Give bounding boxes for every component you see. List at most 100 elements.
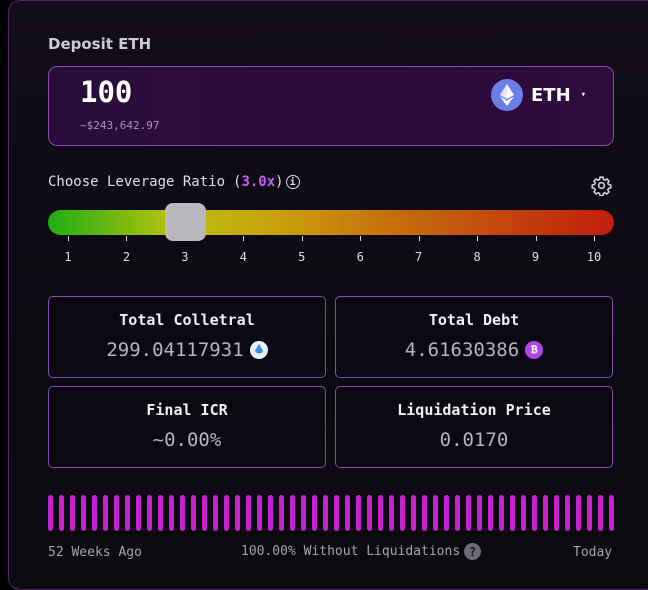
ethereum-icon bbox=[491, 79, 523, 111]
history-week-bar bbox=[323, 495, 328, 531]
history-week-bar bbox=[455, 495, 460, 531]
leverage-tick-label: 3 bbox=[181, 250, 189, 264]
liquidation-price-value: 0.0170 bbox=[439, 429, 509, 451]
history-week-bar bbox=[136, 495, 141, 531]
history-week-bar bbox=[147, 495, 152, 531]
final-icr-value-row: ~0.00% bbox=[49, 429, 325, 451]
leverage-tick-label: 5 bbox=[298, 250, 306, 264]
history-week-bar bbox=[257, 495, 262, 531]
history-week-bar bbox=[477, 495, 482, 531]
history-week-bar bbox=[400, 495, 405, 531]
history-week-bar bbox=[444, 495, 449, 531]
history-week-bar bbox=[103, 495, 108, 531]
liquidation-price-title: Liquidation Price bbox=[397, 401, 551, 419]
leverage-tick-label: 10 bbox=[586, 250, 602, 264]
history-week-bar bbox=[290, 495, 295, 531]
leverage-slider-track[interactable] bbox=[48, 210, 614, 235]
leverage-tick-label: 7 bbox=[415, 250, 423, 264]
history-week-bar bbox=[389, 495, 394, 531]
history-week-bar bbox=[609, 495, 614, 531]
history-week-bar bbox=[224, 495, 229, 531]
liquidation-price-card: Liquidation Price 0.0170 bbox=[335, 386, 613, 468]
history-start-label: 52 Weeks Ago bbox=[48, 545, 142, 560]
total-debt-value: 4.61630386 bbox=[404, 339, 520, 361]
total-collateral-value-row: 299.04117931 bbox=[49, 339, 325, 361]
history-week-bar bbox=[532, 495, 537, 531]
history-week-bar bbox=[367, 495, 372, 531]
deposit-amount-input[interactable]: 100 bbox=[80, 75, 133, 109]
leverage-tick-label: 9 bbox=[531, 250, 540, 264]
history-week-bar bbox=[554, 495, 559, 531]
history-week-bar bbox=[169, 495, 174, 531]
history-week-bar bbox=[202, 495, 207, 531]
leverage-tick-label: 4 bbox=[239, 250, 247, 264]
token-label: ETH bbox=[531, 84, 571, 106]
final-icr-value: ~0.00% bbox=[152, 429, 222, 451]
deposit-title: Deposit ETH bbox=[48, 35, 152, 53]
leverage-tick bbox=[126, 236, 128, 241]
history-week-bar bbox=[158, 495, 163, 531]
history-week-bar bbox=[180, 495, 185, 531]
history-week-bar bbox=[268, 495, 273, 531]
history-week-bar bbox=[598, 495, 603, 531]
total-debt-title: Total Debt bbox=[428, 311, 520, 329]
history-week-bar bbox=[576, 495, 581, 531]
history-week-bar bbox=[466, 495, 471, 531]
history-week-bar bbox=[345, 495, 350, 531]
bitcoin-icon: ₿ bbox=[525, 341, 544, 359]
history-week-bar bbox=[411, 495, 416, 531]
history-week-bar bbox=[521, 495, 526, 531]
history-week-bar bbox=[499, 495, 504, 531]
history-week-bar bbox=[356, 495, 361, 531]
leverage-label-text: Choose Leverage Ratio bbox=[48, 174, 226, 190]
history-week-bar bbox=[301, 495, 306, 531]
gear-icon[interactable] bbox=[591, 175, 612, 196]
history-week-bar bbox=[543, 495, 548, 531]
deposit-amount-box[interactable]: 100 ~$243,642.97 ETH ▾ bbox=[48, 66, 614, 146]
history-week-bar bbox=[48, 495, 53, 531]
history-week-bar bbox=[235, 495, 240, 531]
history-end-label: Today bbox=[573, 545, 613, 560]
total-collateral-card: Total Colletral 299.04117931 bbox=[48, 296, 326, 378]
history-week-bar bbox=[59, 495, 64, 531]
chevron-down-icon: ▾ bbox=[580, 90, 587, 100]
leverage-tick bbox=[301, 236, 303, 241]
help-icon[interactable]: ? bbox=[464, 543, 482, 560]
history-week-bar bbox=[114, 495, 119, 531]
leverage-tick-label: 6 bbox=[356, 250, 364, 264]
history-week-bar bbox=[433, 495, 438, 531]
leverage-tick bbox=[243, 236, 245, 241]
total-debt-value-row: 4.61630386 ₿ bbox=[336, 339, 612, 361]
leverage-tick bbox=[594, 236, 595, 241]
history-week-bar bbox=[422, 495, 427, 531]
leverage-tick bbox=[68, 236, 69, 241]
leverage-value: 3.0x bbox=[241, 174, 276, 190]
leverage-tick bbox=[477, 236, 479, 241]
final-icr-card: Final ICR ~0.00% bbox=[48, 386, 326, 468]
history-week-bar bbox=[70, 495, 75, 531]
history-summary: 100.00% Without Liquidations? bbox=[241, 543, 482, 560]
leverage-slider-thumb[interactable] bbox=[164, 203, 206, 241]
history-week-bar bbox=[334, 495, 339, 531]
leverage-tick-label: 2 bbox=[122, 250, 131, 264]
leverage-label: Choose Leverage Ratio (3.0x) i bbox=[48, 174, 300, 190]
history-week-bar bbox=[565, 495, 570, 531]
token-select[interactable]: ETH ▾ bbox=[491, 79, 586, 111]
final-icr-title: Final ICR bbox=[146, 401, 228, 419]
liquidation-history-bars bbox=[48, 495, 614, 531]
total-debt-card: Total Debt 4.61630386 ₿ bbox=[335, 296, 613, 378]
info-icon[interactable]: i bbox=[285, 175, 300, 189]
history-week-bar bbox=[488, 495, 493, 531]
history-week-bar bbox=[125, 495, 130, 531]
total-collateral-value: 299.04117931 bbox=[106, 339, 244, 361]
deposit-usd-value: ~$243,642.97 bbox=[80, 119, 160, 132]
leverage-tick bbox=[360, 236, 362, 241]
history-week-bar bbox=[510, 495, 515, 531]
leverage-tick bbox=[535, 236, 537, 241]
steth-icon bbox=[249, 341, 268, 359]
history-week-bar bbox=[191, 495, 196, 531]
total-collateral-title: Total Colletral bbox=[119, 311, 255, 329]
history-week-bar bbox=[587, 495, 592, 531]
history-week-bar bbox=[81, 495, 86, 531]
history-week-bar bbox=[378, 495, 383, 531]
